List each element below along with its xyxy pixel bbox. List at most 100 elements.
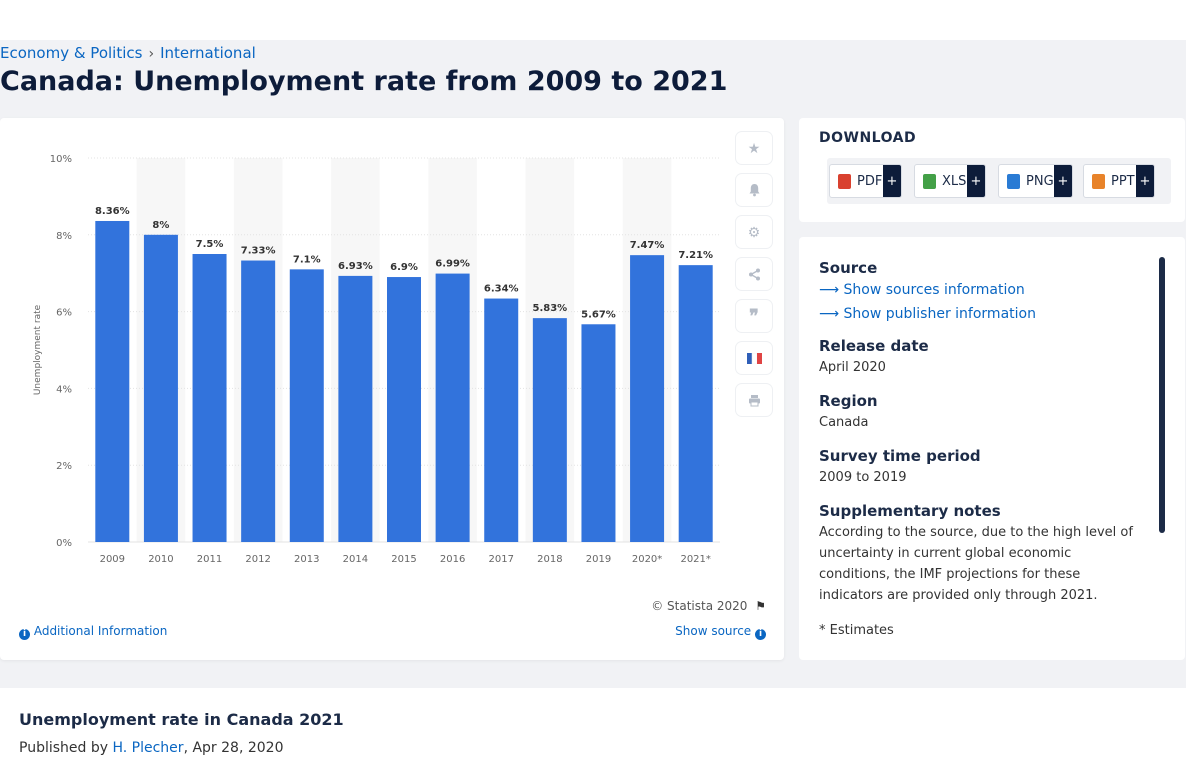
region-value: Canada — [819, 415, 869, 430]
bar — [143, 234, 178, 543]
published-by: Published by H. Plecher, Apr 28, 2020 — [19, 740, 283, 756]
star-icon[interactable]: ★ — [736, 132, 772, 164]
x-tick-label: 2009 — [100, 554, 125, 565]
french-flag-icon[interactable] — [736, 342, 772, 374]
flag-icon[interactable]: ⚑ — [755, 599, 766, 613]
download-ppt-button[interactable]: PPT + — [1083, 164, 1155, 198]
arrow-right-icon: ⟶ — [819, 282, 844, 298]
bar-value-label: 6.99% — [435, 259, 470, 270]
gear-icon[interactable]: ⚙ — [736, 216, 772, 248]
info-icon: i — [19, 629, 30, 640]
breadcrumb-separator: › — [148, 46, 155, 62]
x-tick-label: 2016 — [440, 554, 465, 565]
published-prefix: Published by — [19, 740, 109, 756]
arrow-right-icon: ⟶ — [819, 306, 844, 322]
x-tick-label: 2010 — [148, 554, 173, 565]
bar-value-label: 6.93% — [338, 261, 373, 272]
additional-information-link[interactable]: i Additional Information — [19, 624, 167, 640]
statistic-title: Unemployment rate in Canada 2021 — [19, 710, 344, 729]
print-icon[interactable] — [736, 384, 772, 416]
chart-card: 0% 2% 4% 6% 8% 10% Unemployment rate 8.36% 2009 8… — [0, 118, 784, 660]
download-buttons: PDF + XLS + PNG + PPT + — [827, 158, 1171, 204]
bar — [95, 220, 130, 542]
bar-value-label: 6.9% — [390, 262, 418, 273]
bar — [532, 318, 567, 542]
bar — [241, 260, 276, 542]
y-tick-label: 4% — [56, 384, 72, 395]
show-publisher-link[interactable]: ⟶ Show publisher information — [819, 303, 1139, 325]
y-axis-title: Unemployment rate — [33, 304, 43, 395]
supplementary-notes-value: According to the source, due to the high… — [819, 525, 1133, 603]
x-tick-label: 2012 — [245, 554, 270, 565]
breadcrumb-economy-politics[interactable]: Economy & Politics — [0, 44, 143, 62]
estimates-footnote: * Estimates — [819, 623, 894, 638]
bar — [630, 255, 665, 543]
info-content: Source ⟶ Show sources information ⟶ Show… — [819, 259, 1139, 655]
show-sources-link[interactable]: ⟶ Show sources information — [819, 279, 1139, 301]
copyright-text: © Statista 2020 — [651, 599, 748, 613]
survey-period-label: Survey time period — [819, 447, 981, 465]
top-header-strip — [0, 0, 1186, 40]
y-tick-label: 10% — [50, 154, 72, 165]
x-tick-label: 2017 — [489, 554, 514, 565]
survey-period-value: 2009 to 2019 — [819, 470, 907, 485]
x-tick-label: 2020* — [632, 554, 662, 565]
scrollbar-thumb[interactable] — [1159, 257, 1165, 533]
bar — [435, 273, 470, 542]
release-date-value: April 2020 — [819, 360, 886, 375]
region-label: Region — [819, 392, 878, 410]
download-xls-button[interactable]: XLS + — [914, 164, 986, 198]
y-tick-label: 0% — [56, 538, 72, 549]
info-scrollbar[interactable] — [1159, 257, 1165, 533]
bar — [387, 277, 421, 542]
x-tick-label: 2014 — [343, 554, 368, 565]
statistic-summary: Unemployment rate in Canada 2021 Publish… — [0, 688, 1186, 760]
published-date: , Apr 28, 2020 — [183, 740, 284, 756]
x-tick-label: 2018 — [537, 554, 562, 565]
x-tick-label: 2013 — [294, 554, 319, 565]
plus-icon[interactable]: + — [967, 165, 985, 197]
bar-value-label: 7.21% — [678, 250, 713, 261]
bar-value-label: 6.34% — [484, 284, 519, 295]
plus-icon[interactable]: + — [1136, 165, 1154, 197]
bar — [338, 275, 373, 542]
xls-file-icon — [923, 173, 936, 189]
download-pdf-label: PDF — [857, 173, 883, 189]
download-xls-label: XLS — [942, 173, 967, 189]
plus-icon[interactable]: + — [883, 165, 901, 197]
bar — [581, 324, 616, 542]
ppt-file-icon — [1092, 173, 1105, 189]
author-link[interactable]: H. Plecher — [112, 740, 184, 756]
chart-toolbar: ★ ⚙ ❞ — [736, 132, 772, 426]
breadcrumb: Economy & Politics › International — [0, 44, 256, 62]
show-source-label: Show source — [675, 624, 752, 638]
breadcrumb-international[interactable]: International — [160, 44, 256, 62]
show-source-link[interactable]: Show source i — [675, 624, 766, 640]
chart-copyright: © Statista 2020 ⚑ — [651, 599, 766, 613]
bar-chart: 0% 2% 4% 6% 8% 10% Unemployment rate 8.36% 2009 8… — [33, 154, 720, 565]
bar-value-label: 7.47% — [630, 240, 665, 251]
bar — [484, 298, 519, 542]
info-icon: i — [755, 629, 766, 640]
share-icon[interactable] — [736, 258, 772, 290]
bell-icon[interactable] — [736, 174, 772, 206]
bar — [678, 265, 713, 542]
release-date-label: Release date — [819, 337, 929, 355]
quote-icon[interactable]: ❞ — [736, 300, 772, 332]
y-tick-label: 6% — [56, 308, 72, 319]
bar-value-label: 8% — [152, 220, 169, 231]
download-png-button[interactable]: PNG + — [998, 164, 1073, 198]
pdf-file-icon — [838, 173, 851, 189]
show-sources-label: Show sources information — [843, 282, 1025, 298]
bar-value-label: 5.83% — [532, 303, 567, 314]
bar-value-label: 7.5% — [196, 239, 224, 250]
download-panel: DOWNLOAD PDF + XLS + PNG + PPT + — [799, 118, 1185, 222]
download-pdf-button[interactable]: PDF + — [829, 164, 902, 198]
page-title: Canada: Unemployment rate from 2009 to 2… — [0, 66, 728, 97]
y-tick-label: 2% — [56, 461, 72, 472]
plus-icon[interactable]: + — [1054, 165, 1072, 197]
bar-value-label: 7.33% — [241, 246, 276, 257]
x-tick-label: 2011 — [197, 554, 222, 565]
x-tick-label: 2015 — [391, 554, 416, 565]
download-ppt-label: PPT — [1111, 173, 1135, 189]
